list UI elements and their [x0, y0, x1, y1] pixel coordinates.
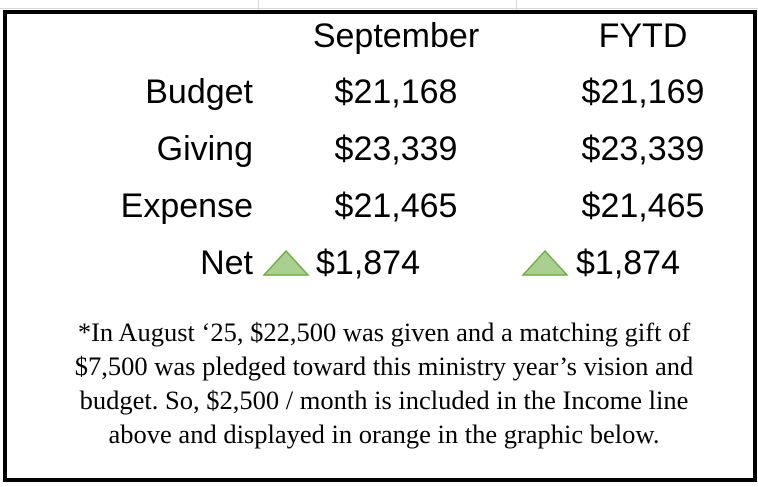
- footnote-line: *In August ‘25, $22,500 was given and a …: [77, 317, 691, 347]
- row-label: Budget: [145, 73, 253, 111]
- cell-value: $21,465: [581, 187, 705, 225]
- row-label: Expense: [120, 187, 253, 225]
- cell-value: $23,339: [581, 130, 705, 168]
- grid-line: [516, 0, 517, 10]
- footnote-line: budget. So, $2,500 / month is included i…: [79, 385, 689, 415]
- up-arrow-icon: [262, 249, 310, 276]
- row-label: Giving: [156, 130, 253, 168]
- table-frame: September FYTD Budget $21,168 $21,169 Gi…: [3, 10, 757, 482]
- column-header: FYTD: [598, 17, 688, 55]
- cell-value: $21,169: [581, 73, 705, 111]
- up-arrow-icon: [521, 249, 569, 276]
- grid-line: [0, 8, 758, 9]
- cell-value: $21,465: [334, 187, 458, 225]
- cell-value: $1,874: [316, 244, 420, 282]
- footnote-line: above and displayed in orange in the gra…: [108, 419, 660, 449]
- row-label: Net: [200, 244, 253, 282]
- column-header: September: [312, 17, 480, 55]
- footnote-line: $7,500 was pledged toward this ministry …: [74, 351, 694, 381]
- grid-line: [258, 0, 259, 10]
- cell-value: $23,339: [334, 130, 458, 168]
- cell-value: $1,874: [576, 244, 680, 282]
- cell-value: $21,168: [334, 73, 458, 111]
